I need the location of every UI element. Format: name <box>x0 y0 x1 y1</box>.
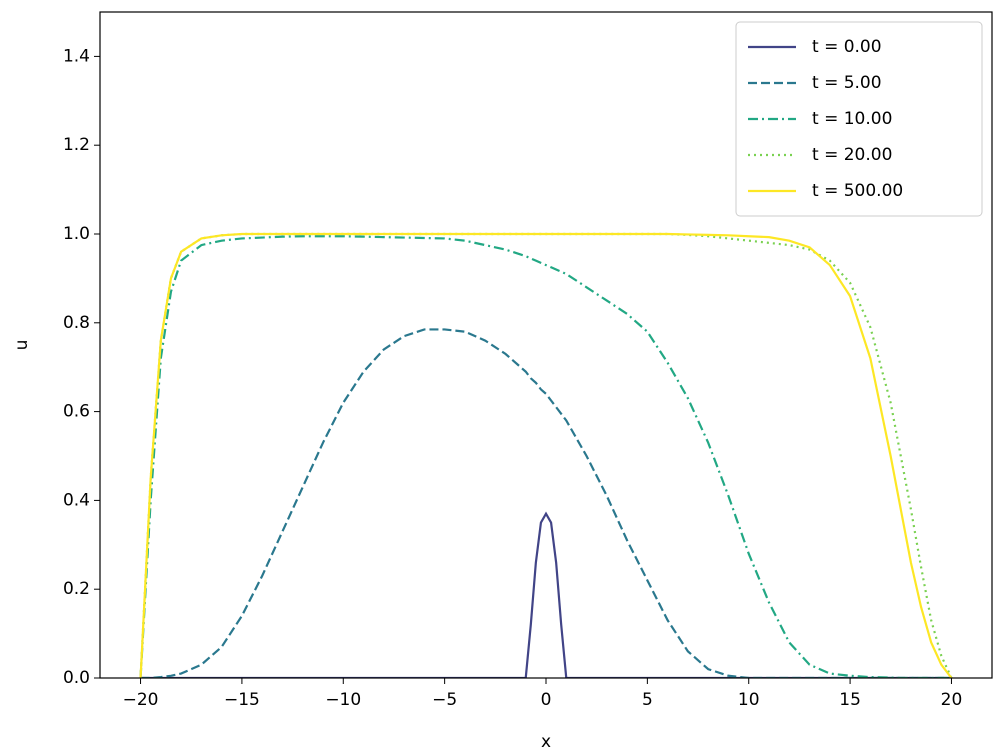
legend-label: t = 0.00 <box>812 37 882 57</box>
x-tick-label: 15 <box>839 690 861 710</box>
y-tick-label: 1.0 <box>63 224 90 244</box>
y-tick-label: 1.4 <box>63 46 90 66</box>
series-line <box>139 232 953 678</box>
legend-label: t = 5.00 <box>812 73 882 93</box>
x-tick-label: 10 <box>738 690 760 710</box>
y-tick-label: 0.0 <box>63 668 90 688</box>
x-tick-label: 20 <box>941 690 963 710</box>
x-tick-label: −20 <box>123 690 159 710</box>
y-tick-label: 0.6 <box>63 402 90 422</box>
series-line <box>140 511 952 678</box>
x-axis-label: x <box>541 732 551 752</box>
y-axis-label: u <box>12 340 32 351</box>
series-line <box>140 328 952 678</box>
x-tick-label: 5 <box>642 690 653 710</box>
x-tick-label: −10 <box>325 690 361 710</box>
x-tick-label: −15 <box>224 690 260 710</box>
legend-label: t = 20.00 <box>812 145 892 165</box>
legend-label: t = 500.00 <box>812 181 903 201</box>
plot-frame <box>99 11 993 679</box>
x-tick-label: 0 <box>541 690 552 710</box>
y-tick-label: 0.4 <box>63 490 90 510</box>
y-tick-label: 0.8 <box>63 313 90 333</box>
x-tick-label: −5 <box>432 690 457 710</box>
series-line <box>139 232 953 678</box>
y-tick-label: 1.2 <box>63 135 90 155</box>
series-line <box>139 235 952 678</box>
legend-box <box>735 21 983 217</box>
y-tick-label: 0.2 <box>63 579 90 599</box>
legend-label: t = 10.00 <box>812 109 892 129</box>
